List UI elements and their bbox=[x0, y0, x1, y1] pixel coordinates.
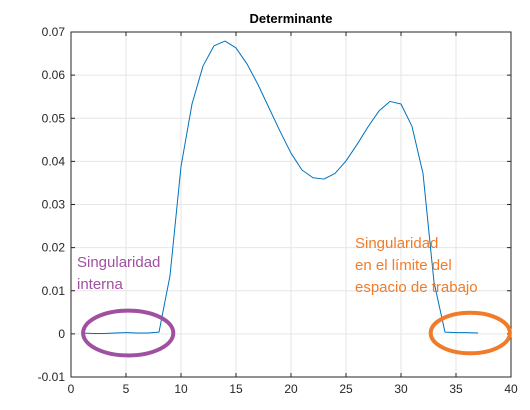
x-tick-label: 20 bbox=[284, 382, 298, 396]
internal-singularity-ellipse bbox=[81, 308, 176, 358]
boundary-singularity-ellipse bbox=[428, 310, 512, 356]
axis-ticks: 0 5 10 15 20 25 30 35 40-0.0100.010.020.030.040.… bbox=[38, 25, 518, 396]
x-tick-label: 5 bbox=[123, 382, 130, 396]
y-tick-label: 0.04 bbox=[42, 154, 66, 168]
grid-lines bbox=[71, 32, 511, 377]
y-tick-label: 0 bbox=[58, 327, 65, 341]
y-tick-label: 0.07 bbox=[42, 25, 66, 39]
x-tick-label: 0 bbox=[68, 382, 75, 396]
y-tick-label: 0.01 bbox=[42, 284, 66, 298]
y-tick-label: -0.01 bbox=[38, 370, 66, 384]
y-tick-label: 0.05 bbox=[42, 111, 66, 125]
x-tick-label: 15 bbox=[229, 382, 243, 396]
y-tick-label: 0.06 bbox=[42, 68, 66, 82]
y-tick-label: 0.02 bbox=[42, 241, 66, 255]
boundary-singularity-label: Singularidad en el límite del espacio de t… bbox=[355, 235, 478, 296]
x-tick-label: 25 bbox=[339, 382, 353, 396]
x-tick-label: 30 bbox=[394, 382, 408, 396]
y-tick-label: 0.03 bbox=[42, 198, 66, 212]
x-tick-label: 10 bbox=[174, 382, 188, 396]
determinant-series-line bbox=[81, 40, 479, 334]
x-tick-label: 40 bbox=[504, 382, 518, 396]
series-layer bbox=[81, 40, 479, 334]
annotation-layer: Singularidad interna Singularidad en el lím… bbox=[77, 235, 512, 358]
internal-singularity-label: Singularidad interna bbox=[77, 254, 160, 293]
chart-title: Determinante bbox=[249, 11, 332, 26]
x-tick-label: 35 bbox=[449, 382, 463, 396]
